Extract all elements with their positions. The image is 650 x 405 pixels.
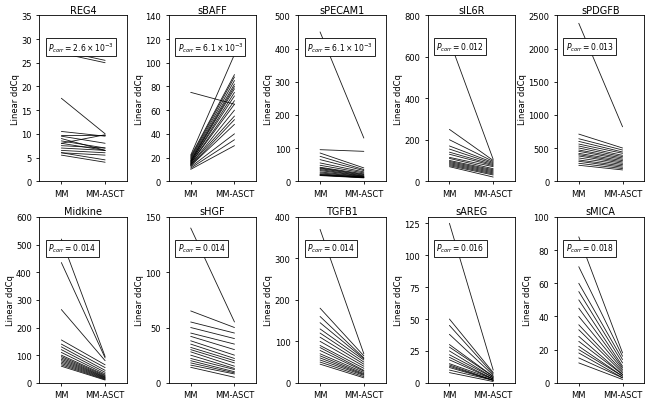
Text: $P_{corr} = 0.014$: $P_{corr} = 0.014$: [177, 242, 226, 255]
Title: sHGF: sHGF: [200, 207, 226, 217]
Text: $P_{corr} = 0.014$: $P_{corr} = 0.014$: [307, 242, 355, 255]
Title: Midkine: Midkine: [64, 207, 102, 217]
Title: sBAFF: sBAFF: [198, 6, 228, 15]
Text: $P_{corr} = 6.1 \times 10^{-3}$: $P_{corr} = 6.1 \times 10^{-3}$: [307, 41, 372, 55]
Title: sIL6R: sIL6R: [458, 6, 484, 15]
Title: sAREG: sAREG: [455, 207, 488, 217]
Title: TGFB1: TGFB1: [326, 207, 358, 217]
Text: $P_{corr} = 0.018$: $P_{corr} = 0.018$: [566, 242, 614, 255]
Y-axis label: Linear ddCq: Linear ddCq: [518, 74, 527, 124]
Text: $P_{corr} = 2.6 \times 10^{-3}$: $P_{corr} = 2.6 \times 10^{-3}$: [48, 41, 114, 55]
Y-axis label: Linear ddCq: Linear ddCq: [394, 74, 402, 124]
Y-axis label: Linear ddCq: Linear ddCq: [135, 74, 144, 124]
Text: $P_{corr} = 0.012$: $P_{corr} = 0.012$: [436, 41, 484, 53]
Y-axis label: Linear ddCq: Linear ddCq: [523, 275, 532, 326]
Y-axis label: Linear ddCq: Linear ddCq: [135, 275, 144, 326]
Y-axis label: Linear ddCq: Linear ddCq: [11, 74, 20, 124]
Text: $P_{corr} = 0.013$: $P_{corr} = 0.013$: [566, 41, 614, 53]
Title: REG4: REG4: [70, 6, 97, 15]
Title: sPECAM1: sPECAM1: [319, 6, 365, 15]
Y-axis label: Linear ddCq: Linear ddCq: [394, 275, 403, 326]
Text: $P_{corr} = 0.016$: $P_{corr} = 0.016$: [436, 242, 484, 255]
Title: sMICA: sMICA: [586, 207, 616, 217]
Text: $P_{corr} = 6.1 \times 10^{-3}$: $P_{corr} = 6.1 \times 10^{-3}$: [177, 41, 243, 55]
Y-axis label: Linear ddCq: Linear ddCq: [265, 275, 273, 326]
Y-axis label: Linear ddCq: Linear ddCq: [265, 74, 273, 124]
Y-axis label: Linear ddCq: Linear ddCq: [6, 275, 14, 326]
Text: $P_{corr} = 0.014$: $P_{corr} = 0.014$: [48, 242, 96, 255]
Title: sPDGFB: sPDGFB: [581, 6, 620, 15]
